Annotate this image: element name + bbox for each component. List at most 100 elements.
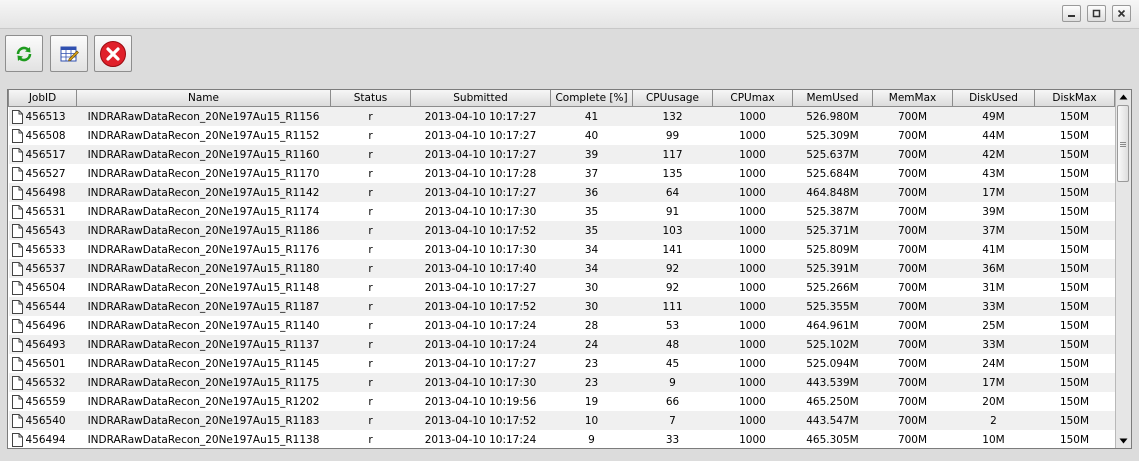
table-row[interactable]: 456537 INDRARawDataRecon_20Ne197Au15_R118… bbox=[8, 259, 1115, 278]
vertical-scrollbar[interactable] bbox=[1115, 90, 1131, 448]
cell-jobid: 456501 bbox=[8, 354, 77, 373]
cell-status: r bbox=[330, 106, 411, 126]
table-row[interactable]: 456533 INDRARawDataRecon_20Ne197Au15_R117… bbox=[8, 240, 1115, 259]
job-id-text: 456544 bbox=[25, 300, 66, 313]
cell-diskused: 2 bbox=[952, 411, 1035, 430]
edit-table-button[interactable] bbox=[50, 35, 88, 72]
column-header-diskmax[interactable]: DiskMax bbox=[1034, 90, 1115, 107]
scroll-thumb[interactable] bbox=[1117, 105, 1129, 182]
cell-complete: 30 bbox=[550, 297, 633, 316]
cell-submitted: 2013-04-10 10:17:52 bbox=[410, 411, 551, 430]
document-icon bbox=[11, 242, 23, 257]
cell-cpuusage: 66 bbox=[632, 392, 713, 411]
table-row[interactable]: 456508 INDRARawDataRecon_20Ne197Au15_R115… bbox=[8, 126, 1115, 145]
column-header-status[interactable]: Status bbox=[330, 90, 411, 107]
table-row[interactable]: 456501 INDRARawDataRecon_20Ne197Au15_R114… bbox=[8, 354, 1115, 373]
table-row[interactable]: 456540 INDRARawDataRecon_20Ne197Au15_R118… bbox=[8, 411, 1115, 430]
cell-diskmax: 150M bbox=[1034, 183, 1115, 202]
job-id-text: 456532 bbox=[25, 376, 66, 389]
cell-memmax: 700M bbox=[872, 202, 953, 221]
cell-name: INDRARawDataRecon_20Ne197Au15_R1186 bbox=[76, 221, 331, 240]
cell-status: r bbox=[330, 430, 411, 448]
cell-memmax: 700M bbox=[872, 240, 953, 259]
table-row[interactable]: 456493 INDRARawDataRecon_20Ne197Au15_R113… bbox=[8, 335, 1115, 354]
column-header-name[interactable]: Name bbox=[76, 90, 331, 107]
close-icon bbox=[1117, 9, 1126, 18]
cell-cpumax: 1000 bbox=[712, 259, 793, 278]
close-button[interactable] bbox=[1112, 5, 1131, 22]
cell-cpumax: 1000 bbox=[712, 335, 793, 354]
cell-diskmax: 150M bbox=[1034, 297, 1115, 316]
column-header-cpuusage[interactable]: CPUusage bbox=[632, 90, 713, 107]
cell-jobid: 456504 bbox=[8, 278, 77, 297]
cell-diskused: 36M bbox=[952, 259, 1035, 278]
cell-cpumax: 1000 bbox=[712, 354, 793, 373]
table-row[interactable]: 456496 INDRARawDataRecon_20Ne197Au15_R114… bbox=[8, 316, 1115, 335]
cell-diskused: 20M bbox=[952, 392, 1035, 411]
document-icon bbox=[11, 375, 23, 390]
column-header-cpumax[interactable]: CPUmax bbox=[712, 90, 793, 107]
cell-jobid: 456496 bbox=[8, 316, 77, 335]
stop-button[interactable] bbox=[94, 35, 132, 72]
cell-memused: 525.266M bbox=[792, 278, 873, 297]
document-icon bbox=[11, 204, 23, 219]
cell-complete: 23 bbox=[550, 373, 633, 392]
cell-diskmax: 150M bbox=[1034, 316, 1115, 335]
job-id-text: 456496 bbox=[25, 319, 66, 332]
column-header-memmax[interactable]: MemMax bbox=[872, 90, 953, 107]
cell-cpuusage: 135 bbox=[632, 164, 713, 183]
cell-memmax: 700M bbox=[872, 373, 953, 392]
cell-name: INDRARawDataRecon_20Ne197Au15_R1137 bbox=[76, 335, 331, 354]
document-icon bbox=[11, 337, 23, 352]
column-header-complete[interactable]: Complete [%] bbox=[550, 90, 633, 107]
cell-cpumax: 1000 bbox=[712, 411, 793, 430]
cell-cpuusage: 141 bbox=[632, 240, 713, 259]
column-header-memused[interactable]: MemUsed bbox=[792, 90, 873, 107]
table-row[interactable]: 456494 INDRARawDataRecon_20Ne197Au15_R113… bbox=[8, 430, 1115, 448]
table-row[interactable]: 456559 INDRARawDataRecon_20Ne197Au15_R120… bbox=[8, 392, 1115, 411]
refresh-button[interactable] bbox=[5, 35, 43, 72]
cell-cpumax: 1000 bbox=[712, 373, 793, 392]
cell-complete: 9 bbox=[550, 430, 633, 448]
table-row[interactable]: 456513 INDRARawDataRecon_20Ne197Au15_R115… bbox=[8, 106, 1115, 126]
cell-memmax: 700M bbox=[872, 297, 953, 316]
document-icon bbox=[11, 109, 23, 124]
job-id-text: 456527 bbox=[25, 167, 66, 180]
scroll-down-button[interactable] bbox=[1116, 434, 1131, 448]
cell-diskmax: 150M bbox=[1034, 106, 1115, 126]
document-icon bbox=[11, 394, 23, 409]
cell-cpuusage: 92 bbox=[632, 259, 713, 278]
cell-cpumax: 1000 bbox=[712, 145, 793, 164]
table-row[interactable]: 456498 INDRARawDataRecon_20Ne197Au15_R114… bbox=[8, 183, 1115, 202]
table-row[interactable]: 456504 INDRARawDataRecon_20Ne197Au15_R114… bbox=[8, 278, 1115, 297]
job-id-text: 456508 bbox=[25, 129, 66, 142]
table-row[interactable]: 456531 INDRARawDataRecon_20Ne197Au15_R117… bbox=[8, 202, 1115, 221]
cell-cpumax: 1000 bbox=[712, 126, 793, 145]
table-row[interactable]: 456544 INDRARawDataRecon_20Ne197Au15_R118… bbox=[8, 297, 1115, 316]
minimize-button[interactable] bbox=[1062, 5, 1081, 22]
column-header-jobid[interactable]: JobID bbox=[8, 90, 77, 107]
table-row[interactable]: 456527 INDRARawDataRecon_20Ne197Au15_R117… bbox=[8, 164, 1115, 183]
cell-status: r bbox=[330, 297, 411, 316]
restore-button[interactable] bbox=[1087, 5, 1106, 22]
cell-submitted: 2013-04-10 10:17:52 bbox=[410, 221, 551, 240]
column-header-submitted[interactable]: Submitted bbox=[410, 90, 551, 107]
document-icon bbox=[11, 166, 23, 181]
cell-diskused: 10M bbox=[952, 430, 1035, 448]
cell-jobid: 456533 bbox=[8, 240, 77, 259]
cell-name: INDRARawDataRecon_20Ne197Au15_R1202 bbox=[76, 392, 331, 411]
table-row[interactable]: 456532 INDRARawDataRecon_20Ne197Au15_R117… bbox=[8, 373, 1115, 392]
cell-memmax: 700M bbox=[872, 411, 953, 430]
column-header-diskused[interactable]: DiskUsed bbox=[952, 90, 1035, 107]
cell-diskused: 17M bbox=[952, 373, 1035, 392]
cell-memmax: 700M bbox=[872, 183, 953, 202]
cell-cpumax: 1000 bbox=[712, 392, 793, 411]
cell-complete: 40 bbox=[550, 126, 633, 145]
table-header-row: JobID Name Status Submitted Complete [%]… bbox=[8, 90, 1115, 107]
cell-diskmax: 150M bbox=[1034, 164, 1115, 183]
scroll-up-button[interactable] bbox=[1116, 90, 1131, 104]
table-row[interactable]: 456517 INDRARawDataRecon_20Ne197Au15_R116… bbox=[8, 145, 1115, 164]
cell-diskused: 44M bbox=[952, 126, 1035, 145]
job-id-text: 456498 bbox=[25, 186, 66, 199]
table-row[interactable]: 456543 INDRARawDataRecon_20Ne197Au15_R118… bbox=[8, 221, 1115, 240]
